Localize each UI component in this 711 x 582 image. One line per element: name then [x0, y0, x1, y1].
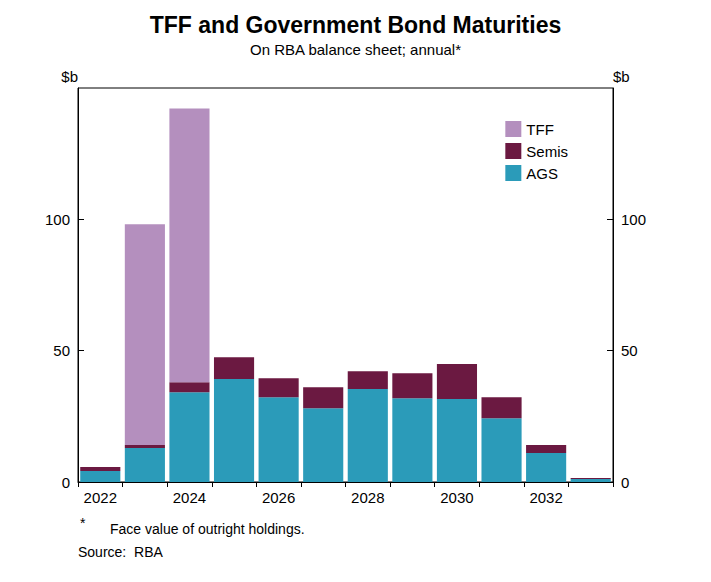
svg-text:50: 50 — [621, 342, 638, 359]
svg-text:2024: 2024 — [173, 489, 206, 506]
svg-text:2028: 2028 — [351, 489, 384, 506]
svg-text:Source: RBA: Source: RBA — [78, 544, 163, 560]
svg-text:$b: $b — [613, 68, 630, 85]
svg-text:AGS: AGS — [526, 165, 558, 182]
svg-text:TFF and Government Bond Maturi: TFF and Government Bond Maturities — [150, 12, 561, 38]
svg-text:2032: 2032 — [529, 489, 562, 506]
svg-text:On RBA balance sheet; annual*: On RBA balance sheet; annual* — [250, 41, 461, 58]
svg-text:2030: 2030 — [440, 489, 473, 506]
svg-text:2022: 2022 — [84, 489, 117, 506]
svg-text:*: * — [80, 515, 86, 531]
svg-text:Semis: Semis — [526, 143, 568, 160]
svg-text:Face value of outright holding: Face value of outright holdings. — [110, 521, 305, 537]
svg-text:0: 0 — [621, 474, 629, 491]
svg-text:50: 50 — [53, 342, 70, 359]
svg-text:$b: $b — [61, 68, 78, 85]
svg-text:0: 0 — [62, 474, 70, 491]
svg-text:100: 100 — [621, 211, 646, 228]
svg-text:2026: 2026 — [262, 489, 295, 506]
svg-text:TFF: TFF — [526, 121, 554, 138]
svg-text:100: 100 — [45, 211, 70, 228]
